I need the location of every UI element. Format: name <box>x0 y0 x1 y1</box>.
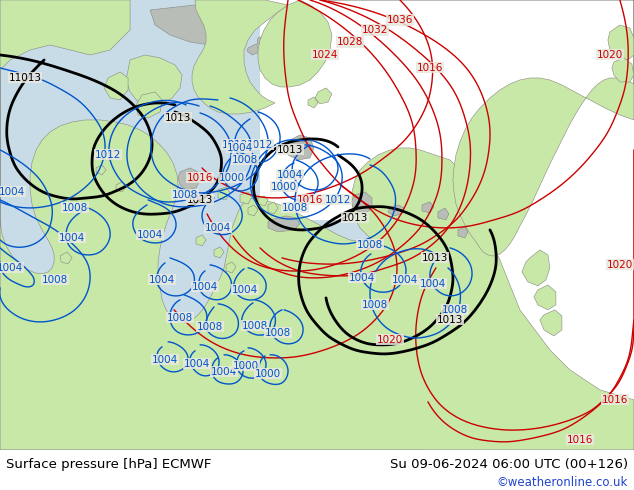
Text: 1000: 1000 <box>255 369 281 379</box>
Text: 1004: 1004 <box>392 275 418 285</box>
Polygon shape <box>247 44 260 55</box>
Polygon shape <box>612 58 634 82</box>
Text: 1008: 1008 <box>242 321 268 331</box>
Text: 1024: 1024 <box>312 50 338 60</box>
Text: 1004: 1004 <box>184 359 210 369</box>
Text: 1020: 1020 <box>377 335 403 345</box>
Text: 1008: 1008 <box>197 322 223 332</box>
Polygon shape <box>0 70 634 450</box>
Text: Su 09-06-2024 06:00 UTC (00+126): Su 09-06-2024 06:00 UTC (00+126) <box>390 458 628 471</box>
Text: 1004: 1004 <box>277 170 303 180</box>
Text: 1016: 1016 <box>602 395 628 405</box>
Polygon shape <box>438 208 449 220</box>
Polygon shape <box>0 0 130 70</box>
Text: 1004: 1004 <box>137 230 163 240</box>
Polygon shape <box>126 55 182 108</box>
Polygon shape <box>540 310 562 336</box>
Text: 1028: 1028 <box>337 37 363 47</box>
Text: 1020: 1020 <box>607 260 633 270</box>
Bar <box>0 220 420 450</box>
Polygon shape <box>257 35 272 48</box>
Polygon shape <box>192 0 288 114</box>
Text: 1008: 1008 <box>232 155 258 165</box>
Text: 1020: 1020 <box>597 50 623 60</box>
Text: 1036: 1036 <box>387 15 413 25</box>
Text: 1013: 1013 <box>165 113 191 123</box>
Polygon shape <box>240 192 252 204</box>
Text: 1012: 1012 <box>325 195 351 205</box>
Polygon shape <box>522 250 550 286</box>
Text: 1004: 1004 <box>232 285 258 295</box>
Text: 1004: 1004 <box>149 275 175 285</box>
Polygon shape <box>388 205 404 216</box>
Text: 1004: 1004 <box>0 263 23 273</box>
Text: 1016: 1016 <box>417 63 443 73</box>
Polygon shape <box>248 205 258 216</box>
Text: 1008: 1008 <box>265 328 291 338</box>
Polygon shape <box>458 227 468 238</box>
Text: 1008: 1008 <box>42 275 68 285</box>
Text: 1013: 1013 <box>277 145 303 155</box>
Polygon shape <box>96 165 106 175</box>
Polygon shape <box>196 235 206 246</box>
Text: 1012: 1012 <box>222 140 249 150</box>
Polygon shape <box>150 5 245 45</box>
Polygon shape <box>218 187 230 200</box>
Text: 1008: 1008 <box>167 313 193 323</box>
Polygon shape <box>328 0 634 256</box>
Text: 1004: 1004 <box>349 273 375 283</box>
Text: 1013: 1013 <box>422 253 448 263</box>
Text: 1013: 1013 <box>437 315 463 325</box>
Text: 1012: 1012 <box>95 150 121 160</box>
Text: 1004: 1004 <box>227 143 253 153</box>
Polygon shape <box>226 262 236 273</box>
Text: 1008: 1008 <box>362 300 388 310</box>
Polygon shape <box>268 216 300 232</box>
Polygon shape <box>534 285 556 310</box>
Text: 1012: 1012 <box>247 140 273 150</box>
Polygon shape <box>351 192 372 214</box>
Polygon shape <box>422 202 434 213</box>
Text: 1000: 1000 <box>271 182 297 192</box>
Polygon shape <box>136 92 162 118</box>
Polygon shape <box>258 0 332 87</box>
Polygon shape <box>308 97 318 108</box>
Text: 1008: 1008 <box>62 203 88 213</box>
Text: 1013: 1013 <box>342 213 368 223</box>
Text: 1008: 1008 <box>172 190 198 200</box>
Polygon shape <box>60 252 72 264</box>
Text: 1013: 1013 <box>187 195 213 205</box>
Bar <box>0 0 260 450</box>
Text: 1008: 1008 <box>282 203 308 213</box>
Text: 1004: 1004 <box>420 279 446 289</box>
Text: 1000: 1000 <box>219 173 245 183</box>
Polygon shape <box>315 88 332 104</box>
Text: 1004: 1004 <box>0 187 25 197</box>
Polygon shape <box>258 196 268 206</box>
Text: 1004: 1004 <box>205 223 231 233</box>
Text: 1004: 1004 <box>211 367 237 377</box>
Text: 1004: 1004 <box>152 355 178 365</box>
Polygon shape <box>286 135 314 160</box>
Polygon shape <box>214 247 224 258</box>
Text: 11013: 11013 <box>9 73 42 83</box>
Text: Surface pressure [hPa] ECMWF: Surface pressure [hPa] ECMWF <box>6 458 211 471</box>
Text: 1008: 1008 <box>357 240 383 250</box>
Polygon shape <box>268 202 278 214</box>
Polygon shape <box>178 168 200 190</box>
Polygon shape <box>116 182 126 192</box>
Text: 1000: 1000 <box>233 361 259 371</box>
Polygon shape <box>608 25 634 60</box>
Text: 1032: 1032 <box>362 25 388 35</box>
Text: 1016: 1016 <box>187 173 213 183</box>
Text: 1004: 1004 <box>192 282 218 292</box>
Polygon shape <box>104 72 128 100</box>
Text: 1008: 1008 <box>442 305 468 315</box>
Text: 1016: 1016 <box>567 435 593 445</box>
Text: 1016: 1016 <box>297 195 323 205</box>
Text: ©weatheronline.co.uk: ©weatheronline.co.uk <box>496 476 628 489</box>
Text: 1004: 1004 <box>59 233 85 243</box>
